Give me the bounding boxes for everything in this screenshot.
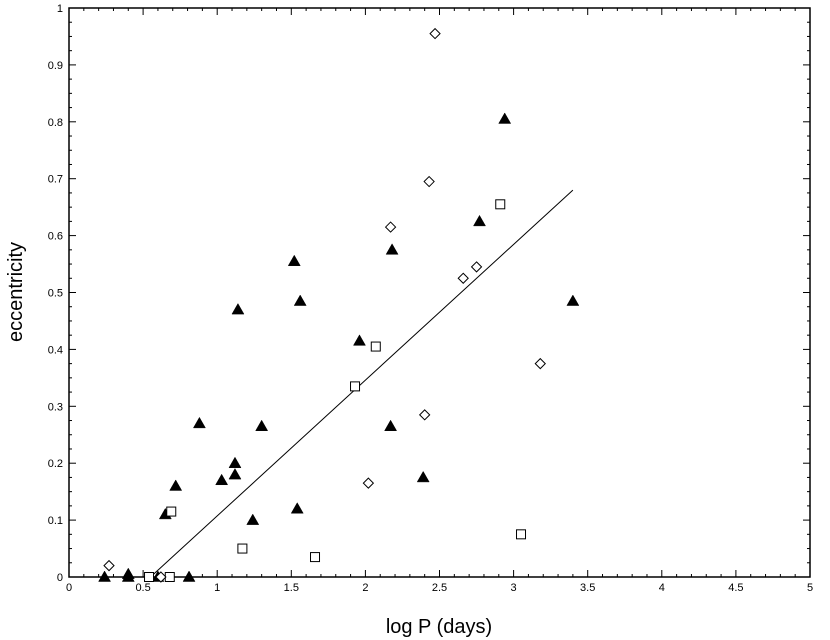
square-point	[516, 529, 527, 540]
triangle-point	[566, 294, 580, 306]
square-point	[237, 543, 248, 554]
triangle-point	[255, 419, 269, 431]
triangle-point	[293, 294, 307, 306]
x-tick-label: 1	[214, 582, 220, 594]
x-tick-label: 4.5	[728, 582, 743, 594]
diamond-point	[384, 221, 397, 233]
x-axis: 0 0.5 1 1.5 2 2.5 3 3.5 4 4.5 5	[66, 8, 813, 594]
diamond-point	[423, 175, 435, 188]
diamond-point	[362, 477, 375, 489]
diamond-point	[457, 272, 469, 284]
x-tick-label: 0	[66, 582, 72, 594]
y-tick-label: 0.7	[48, 174, 63, 186]
square-point	[164, 572, 175, 582]
x-tick-label: 3.5	[580, 582, 595, 594]
y-tick-label: 0.1	[48, 515, 63, 527]
x-tick-label: 4	[659, 582, 665, 594]
triangle-point	[287, 254, 301, 266]
square-point	[144, 572, 155, 582]
data-points	[98, 27, 580, 583]
triangle-point	[182, 570, 196, 582]
y-tick-label: 0.6	[48, 231, 63, 243]
triangle-point	[215, 473, 229, 486]
x-tick-label: 1.5	[284, 582, 299, 594]
x-tick-label: 0.5	[135, 582, 150, 594]
triangle-point	[246, 513, 260, 525]
y-tick-label: 1	[57, 3, 63, 15]
x-tick-label: 5	[807, 582, 813, 594]
y-tick-label: 0.5	[48, 288, 63, 300]
diamond-point	[155, 571, 167, 583]
fit-line-group	[150, 189, 574, 578]
triangle-point	[416, 470, 430, 483]
triangle-point	[192, 416, 206, 429]
triangle-point	[290, 502, 304, 514]
y-tick-label: 0.8	[48, 117, 63, 129]
x-tick-label: 2.5	[432, 582, 447, 594]
plot-border	[68, 7, 811, 578]
diamond-point	[470, 261, 483, 273]
square-point	[370, 341, 381, 352]
square-point	[350, 381, 361, 392]
x-axis-label: log P (days)	[386, 616, 492, 638]
diamond-point	[103, 559, 115, 572]
triangle-point	[121, 570, 135, 582]
y-axis: 0 0.1 0.2 0.3 0.4 0.5 0.6 0.7 0.8 0.9 1	[48, 3, 810, 584]
triangle-point	[98, 570, 111, 582]
square-point	[310, 552, 321, 563]
y-tick-label: 0.3	[48, 401, 63, 413]
triangle-point	[384, 419, 398, 431]
y-tick-label: 0.4	[48, 344, 63, 356]
triangle-point	[473, 214, 486, 227]
y-tick-label: 0.2	[48, 458, 63, 470]
diamond-point	[429, 27, 441, 40]
triangle-point	[385, 243, 399, 255]
y-axis-label: eccentricity	[5, 242, 27, 342]
plot-frame	[68, 7, 811, 578]
triangle-point	[228, 456, 242, 468]
diamond-point	[534, 357, 546, 370]
triangle-point	[353, 334, 366, 346]
diamond-point	[418, 409, 431, 421]
y-tick-label: 0.9	[48, 60, 63, 72]
triangle-point	[231, 303, 245, 315]
x-tick-label: 3	[511, 582, 517, 594]
triangle-point	[498, 112, 512, 124]
triangle-point	[228, 468, 242, 480]
y-tick-label: 0	[57, 572, 63, 584]
triangle-point	[169, 479, 183, 491]
square-point	[166, 506, 177, 517]
square-point	[495, 199, 506, 210]
x-tick-label: 2	[362, 582, 368, 594]
fit-line	[150, 189, 574, 578]
